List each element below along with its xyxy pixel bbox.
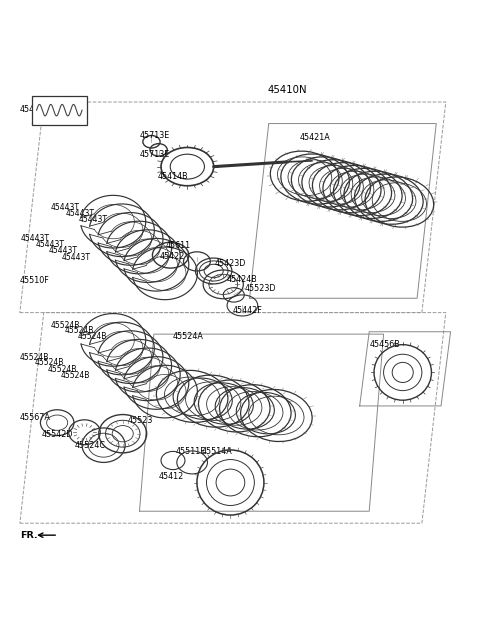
Text: 45524B: 45524B (20, 353, 49, 362)
Text: 45414B: 45414B (158, 172, 188, 181)
Text: 45443T: 45443T (48, 246, 78, 255)
Text: 45524B: 45524B (48, 365, 77, 374)
Text: 45443T: 45443T (79, 215, 108, 224)
Text: 45456B: 45456B (369, 340, 400, 349)
Text: 45421A: 45421A (300, 134, 331, 142)
Bar (32, 96, 87, 125)
Text: 45524A: 45524A (173, 332, 204, 341)
Text: 45713E: 45713E (140, 131, 170, 140)
Text: FR.: FR. (20, 530, 37, 540)
Text: 45713E: 45713E (140, 150, 170, 159)
Text: 45524B: 45524B (34, 358, 63, 367)
Text: 45523: 45523 (128, 416, 153, 425)
Text: 45524B: 45524B (64, 326, 94, 335)
Text: 45511E: 45511E (175, 447, 205, 456)
Text: 45412: 45412 (158, 472, 184, 481)
Text: 45410N: 45410N (268, 85, 308, 95)
Text: 45443T: 45443T (65, 209, 94, 217)
Text: 45443T: 45443T (51, 203, 80, 212)
Text: 45567A: 45567A (20, 413, 51, 422)
Text: 45443T: 45443T (35, 240, 64, 249)
Text: 45510F: 45510F (20, 276, 49, 285)
Text: 45524B: 45524B (51, 321, 80, 330)
Text: 45423D: 45423D (215, 260, 247, 268)
Text: 45424B: 45424B (227, 275, 257, 284)
Text: 45514A: 45514A (202, 447, 232, 456)
Text: 45443T: 45443T (21, 234, 50, 243)
Text: 45443T: 45443T (62, 253, 91, 261)
Text: 45524B: 45524B (61, 371, 90, 380)
Text: 45442F: 45442F (233, 306, 263, 315)
Text: 45611: 45611 (166, 241, 191, 250)
Text: 45524C: 45524C (75, 440, 106, 450)
Text: 45523D: 45523D (245, 284, 276, 293)
Text: 45524B: 45524B (78, 332, 107, 341)
Text: 45471A: 45471A (20, 105, 50, 114)
Text: 45542D: 45542D (41, 430, 73, 439)
Text: 45422: 45422 (159, 252, 185, 261)
